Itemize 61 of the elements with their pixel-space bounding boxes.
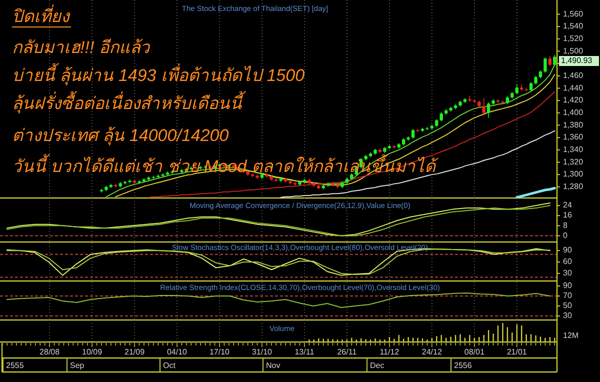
text: 12M (563, 331, 579, 340)
y-tick-label: 1,420 (563, 96, 584, 105)
y-tick-label: 90 (563, 281, 572, 290)
annotation: ลุ้นฝรั่งซื้อต่อเนื่องสำหรับเดือนนี้ (12, 90, 247, 114)
text: 2556 (454, 361, 472, 370)
x-tick-label: 31/10 (252, 348, 273, 357)
x-tick-label: 24/12 (422, 348, 442, 357)
candlestick (440, 112, 443, 122)
line-series (516, 186, 556, 199)
y-tick-label: 1,520 (563, 34, 584, 43)
annotation: กลับมาเฮ!!! อีกแล้ว (12, 38, 151, 57)
y-tick-label: 1,360 (563, 132, 584, 142)
y-tick-label: 30 (563, 311, 572, 320)
x-tick-label: 21/01 (506, 348, 528, 357)
y-tick-label: 1,320 (563, 157, 584, 166)
y-tick-label: 1,380 (563, 120, 584, 130)
y-tick-label: 1,280 (563, 182, 584, 192)
candlestick (544, 56, 547, 74)
x-tick-label: 13/11 (294, 348, 315, 357)
annotation: ต่างประเทศ ลุ้น 14000/14200 (12, 126, 230, 146)
annotation: ปิดเที่ยง (12, 4, 71, 26)
y-tick-label: 16 (563, 210, 572, 220)
y-tick-label: 1,560 (563, 9, 584, 18)
text: Dec (370, 361, 384, 370)
y-tick-label: 1,440 (563, 83, 584, 92)
candlestick (486, 102, 490, 118)
candlestick (515, 83, 518, 95)
y-tick-label: 1,340 (563, 144, 584, 154)
x-tick-label: 04/10 (166, 348, 188, 357)
y-tick-label: 8 (563, 220, 568, 230)
x-tick-label: 28/08 (40, 348, 60, 357)
y-tick-label: 60 (563, 257, 572, 266)
x-tick-label: 26/11 (337, 348, 358, 357)
x-tick-label: 08/01 (464, 348, 485, 357)
x-tick-label: 11/12 (380, 348, 400, 357)
text: Nov (266, 361, 280, 370)
text: Sep (70, 361, 85, 370)
candlestick (553, 54, 556, 66)
y-tick-label: 90 (563, 246, 572, 255)
y-tick-label: 24 (563, 200, 572, 210)
candlestick (548, 56, 552, 66)
y-tick-label: 1,500 (563, 46, 584, 56)
y-tick-label: 70 (563, 291, 572, 300)
annotation: บ่ายนี้ ลุ้นผ่าน 1493 เพื่อต้านถัดไป 1500 (12, 62, 306, 86)
candlestick (482, 98, 486, 115)
candlestick (529, 82, 533, 92)
y-tick-label: 0 (563, 230, 568, 240)
x-tick-label: 10/09 (82, 348, 103, 357)
line-series (6, 292, 551, 308)
y-tick-label: 50 (563, 301, 572, 310)
text: 1,490.93 (561, 56, 593, 66)
x-tick-label: 21/09 (124, 348, 146, 357)
y-tick-label: 1,300 (563, 170, 584, 179)
candlestick (411, 128, 415, 140)
y-tick-label: 1,400 (563, 108, 584, 117)
y-tick-label: 1,540 (563, 22, 584, 31)
x-tick-label: 17/10 (209, 348, 230, 357)
text: Oct (163, 361, 176, 370)
text: 2555 (6, 361, 24, 370)
y-tick-label: 30 (563, 268, 572, 278)
y-tick-label: 1,460 (563, 70, 584, 80)
